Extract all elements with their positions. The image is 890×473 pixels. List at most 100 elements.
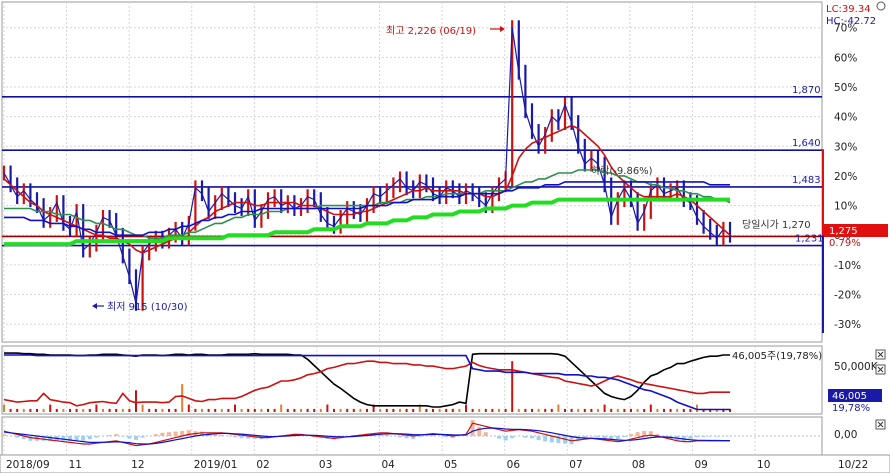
- osc-histogram-bar: [87, 436, 92, 440]
- close-icon[interactable]: [875, 419, 886, 430]
- low-arrowhead: [92, 303, 97, 309]
- osc-histogram-bar: [569, 436, 574, 445]
- price-ytick: -10%: [834, 260, 861, 272]
- moving-average-line: [4, 181, 730, 236]
- osc-histogram-bar: [582, 436, 587, 439]
- osc-histogram-bar: [153, 434, 158, 436]
- osc-histogram-bar: [167, 432, 171, 436]
- osc-histogram-bar: [134, 436, 138, 440]
- level-label: 1,640: [792, 138, 821, 149]
- open-annotation: 당일시가 1,270: [742, 219, 811, 231]
- osc-histogram-bar: [120, 436, 125, 437]
- high-arrowhead: [500, 26, 505, 32]
- volume-line: [4, 354, 730, 411]
- osc-histogram-bar: [708, 436, 713, 437]
- osc-histogram-bar: [186, 430, 191, 436]
- x-tick-label: 09: [694, 459, 707, 471]
- lc-label: LC:39.34: [826, 4, 871, 15]
- osc-histogram-bar: [398, 436, 402, 438]
- osc-histogram-bar: [21, 436, 26, 440]
- osc-histogram-bar: [563, 436, 567, 444]
- price-ytick: -20%: [834, 290, 861, 302]
- osc-histogram-bar: [483, 432, 488, 436]
- osc-histogram-bar: [464, 435, 468, 436]
- osc-histogram-bar: [549, 436, 554, 443]
- close-icon[interactable]: [875, 349, 886, 360]
- osc-histogram-bar: [239, 436, 244, 439]
- osc-histogram-bar: [503, 436, 508, 441]
- oscillator-line: [3, 422, 730, 447]
- x-tick-label: 02: [256, 459, 269, 471]
- osc-histogram-bar: [622, 436, 627, 437]
- osc-histogram-bar: [431, 434, 435, 436]
- x-tick-label: 2018/09: [6, 459, 50, 471]
- price-ytick: 50%: [834, 82, 857, 94]
- osc-histogram-bar: [523, 436, 528, 438]
- osc-histogram-bar: [536, 436, 541, 441]
- osc-histogram-bar: [140, 436, 145, 438]
- osc-histogram-bar: [417, 436, 422, 437]
- osc-histogram-bar: [602, 436, 607, 439]
- osc-histogram-bar: [477, 427, 482, 436]
- price-ytick: 70%: [834, 23, 857, 35]
- osc-histogram-bar: [160, 432, 165, 436]
- x-tick-label: 06: [507, 459, 521, 471]
- price-ytick: -30%: [834, 319, 861, 331]
- volume-legend: 46,005주(19,78%): [732, 351, 822, 362]
- osc-histogram-bar: [384, 434, 389, 436]
- osc-ytick: 0,00: [834, 429, 857, 441]
- oscillator-line: [3, 427, 730, 445]
- osc-histogram-bar: [615, 436, 620, 440]
- osc-histogram-bar: [576, 436, 581, 441]
- osc-histogram-bar: [48, 436, 53, 441]
- level-label: 1,231: [795, 234, 824, 245]
- osc-histogram-bar: [510, 436, 515, 439]
- drop-annotation: 하락(-9.86%): [591, 164, 653, 177]
- osc-histogram-bar: [61, 436, 66, 441]
- high-annotation: 최고 2,226 (06/19): [386, 25, 476, 37]
- close-icon[interactable]: [875, 364, 886, 375]
- current-price: 1,275: [829, 226, 858, 237]
- osc-histogram-bar: [655, 434, 660, 436]
- low-annotation: 최저 915 (10/30): [107, 301, 188, 313]
- osc-histogram-bar: [444, 436, 449, 438]
- current-change: 0.79%: [829, 238, 861, 249]
- osc-histogram-bar: [180, 430, 185, 436]
- x-tick-label: 11: [69, 459, 82, 471]
- volume-current: 46,005: [832, 391, 867, 402]
- osc-histogram-bar: [648, 431, 653, 436]
- osc-histogram-bar: [543, 436, 548, 442]
- osc-histogram-bar: [470, 420, 475, 436]
- osc-histogram-bar: [556, 436, 561, 444]
- volume-ytick: 50,000K: [834, 361, 879, 373]
- level-label: 1,870: [792, 85, 821, 96]
- x-axis-bar: [0, 454, 890, 473]
- osc-histogram-bar: [127, 436, 132, 439]
- x-tick-label: 07: [569, 459, 582, 471]
- osc-histogram-bar: [701, 436, 706, 437]
- price-ytick: 40%: [834, 112, 857, 124]
- price-ytick: 60%: [834, 52, 857, 64]
- osc-histogram-bar: [642, 430, 647, 436]
- circle-icon[interactable]: [876, 1, 886, 11]
- volume-badge: [828, 389, 882, 402]
- osc-histogram-bar: [714, 436, 719, 437]
- x-tick-label: 10/22: [838, 459, 868, 471]
- osc-histogram-bar: [695, 436, 699, 438]
- osc-histogram-bar: [74, 436, 79, 441]
- osc-histogram-bar: [609, 436, 614, 439]
- current-price-badge: [824, 224, 888, 237]
- x-tick-label: 04: [382, 459, 396, 471]
- osc-histogram-bar: [411, 436, 416, 439]
- osc-histogram-bar: [68, 436, 72, 441]
- osc-histogram-bar: [424, 435, 429, 436]
- osc-histogram-bar: [200, 431, 204, 436]
- price-ytick: 30%: [834, 141, 857, 153]
- level-label: 1,483: [792, 175, 821, 186]
- x-tick-label: 08: [632, 459, 645, 471]
- osc-histogram-bar: [2, 434, 6, 436]
- osc-histogram-bar: [497, 436, 501, 439]
- osc-histogram-bar: [312, 436, 317, 438]
